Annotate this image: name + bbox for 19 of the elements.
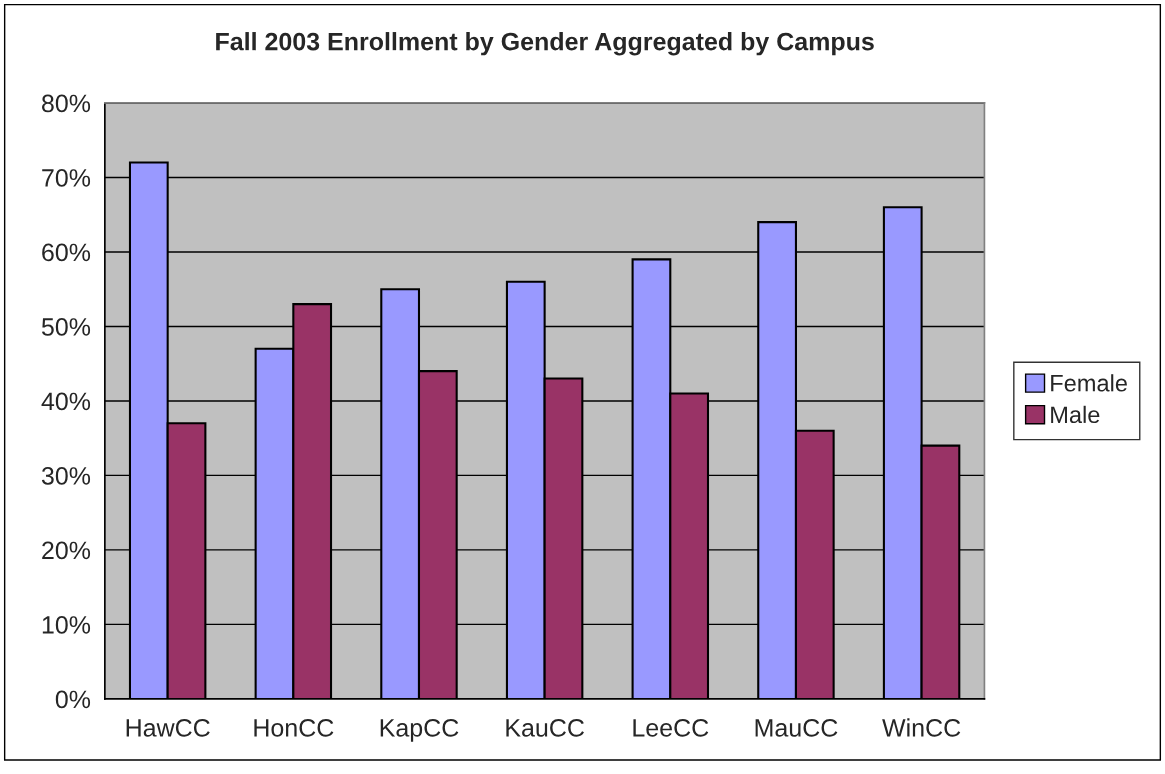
y-tick-label: 40% [41,392,91,411]
legend-label: Female [1051,374,1127,392]
y-tick-label: 70% [42,169,91,187]
legend-label: Male [1051,405,1100,424]
x-tick-label: KapCC [380,719,459,742]
y-tick-label: 10% [42,616,91,634]
y-tick-label: 0% [55,690,91,709]
y-tick-label: 60% [42,243,91,262]
y-tick-label: 30% [41,467,91,485]
x-tick-label: MauCC [755,719,838,737]
x-tick-label: LeeCC [633,719,709,737]
x-tick-label: WinCC [882,718,961,737]
x-tick-label: HawCC [126,719,210,737]
y-tick-label: 20% [42,541,91,560]
chart-title: Fall 2003 Enrollment by Gender Aggregated by Campus [216,32,874,56]
x-tick-label: HonCC [254,719,334,737]
y-tick-label: 50% [41,318,91,336]
y-tick-label: 80% [42,94,91,113]
x-tick-label: KauCC [506,719,584,737]
